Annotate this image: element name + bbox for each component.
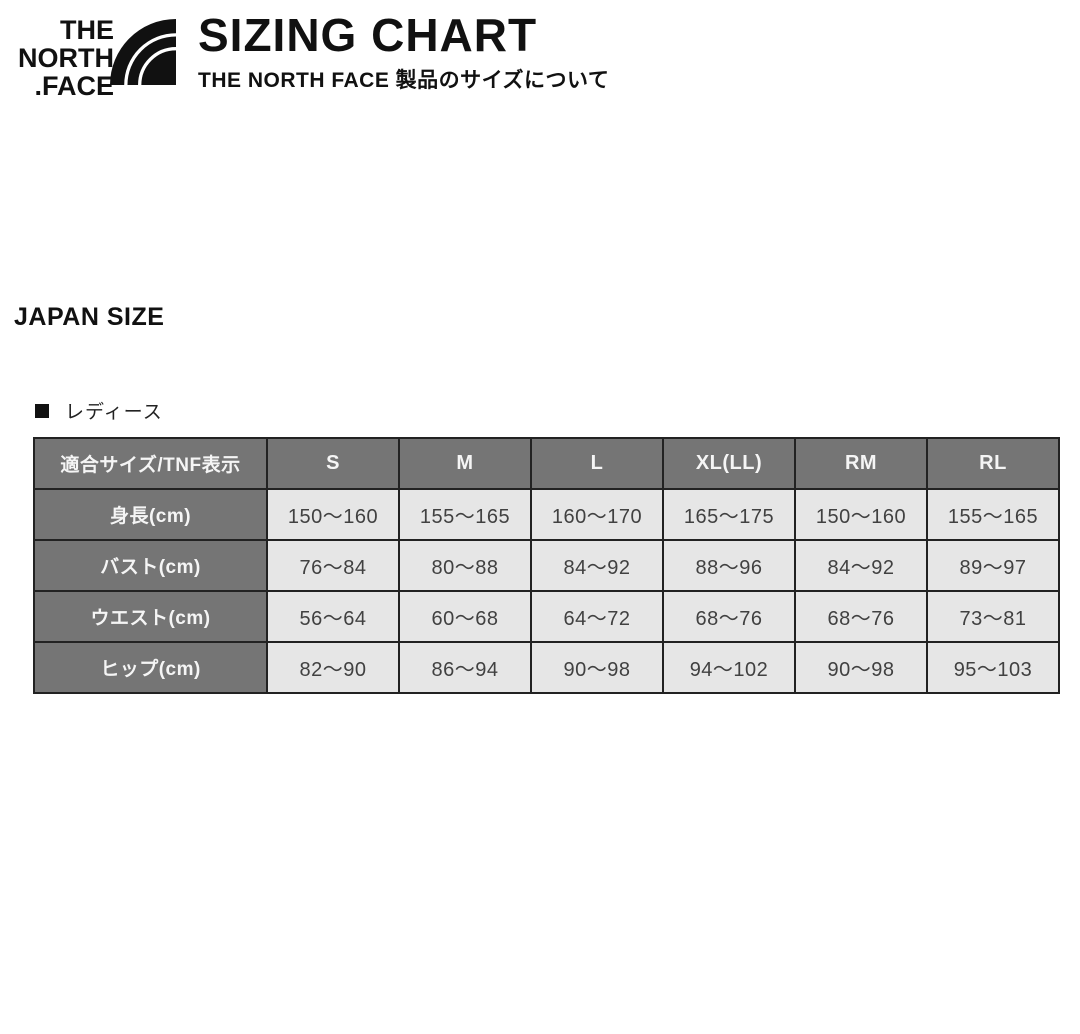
- cell-waist-m: 60〜68: [398, 590, 532, 643]
- title-block: SIZING CHART THE NORTH FACE 製品のサイズについて: [198, 8, 609, 94]
- row-label-height: 身長(cm): [33, 488, 268, 541]
- cell-height-rl: 155〜165: [926, 488, 1060, 541]
- cell-hip-l: 90〜98: [530, 641, 664, 694]
- cell-hip-xl: 94〜102: [662, 641, 796, 694]
- half-dome-icon: [110, 19, 176, 86]
- column-header-xl: XL(LL): [662, 437, 796, 490]
- page-subtitle: THE NORTH FACE 製品のサイズについて: [198, 69, 610, 92]
- cell-waist-xl: 68〜76: [662, 590, 796, 643]
- cell-height-rm: 150〜160: [794, 488, 928, 541]
- cell-waist-rm: 68〜76: [794, 590, 928, 643]
- brand-header: THE NORTH .FACE SIZING CHART THE NORTH F…: [18, 8, 609, 100]
- column-header-rm: RM: [794, 437, 928, 490]
- logo-line-the: THE: [60, 15, 114, 45]
- north-face-logo-text: THE NORTH .FACE: [18, 8, 114, 100]
- category-label: レディース: [65, 402, 163, 423]
- row-label-bust: バスト(cm): [33, 539, 268, 592]
- table-row-waist: ウエスト(cm) 56〜64 60〜68 64〜72 68〜76 68〜76 7…: [33, 590, 1060, 643]
- cell-bust-s: 76〜84: [266, 539, 400, 592]
- cell-hip-m: 86〜94: [398, 641, 532, 694]
- cell-bust-xl: 88〜96: [662, 539, 796, 592]
- cell-waist-l: 64〜72: [530, 590, 664, 643]
- cell-hip-rm: 90〜98: [794, 641, 928, 694]
- cell-bust-l: 84〜92: [530, 539, 664, 592]
- table-row-hip: ヒップ(cm) 82〜90 86〜94 90〜98 94〜102 90〜98 9…: [33, 641, 1060, 694]
- row-label-hip: ヒップ(cm): [33, 641, 268, 694]
- cell-waist-s: 56〜64: [266, 590, 400, 643]
- table-row-bust: バスト(cm) 76〜84 80〜88 84〜92 88〜96 84〜92 89…: [33, 539, 1060, 592]
- cell-height-l: 160〜170: [530, 488, 664, 541]
- ladies-size-table: 適合サイズ/TNF表示 S M L XL(LL) RM RL 身長(cm) 15…: [33, 437, 1060, 694]
- column-header-rl: RL: [926, 437, 1060, 490]
- cell-bust-rm: 84〜92: [794, 539, 928, 592]
- cell-hip-rl: 95〜103: [926, 641, 1060, 694]
- cell-height-m: 155〜165: [398, 488, 532, 541]
- cell-hip-s: 82〜90: [266, 641, 400, 694]
- japan-size-heading: JAPAN SIZE: [14, 303, 165, 331]
- cell-waist-rl: 73〜81: [926, 590, 1060, 643]
- column-header-l: L: [530, 437, 664, 490]
- cell-bust-rl: 89〜97: [926, 539, 1060, 592]
- row-label-waist: ウエスト(cm): [33, 590, 268, 643]
- corner-header-cell: 適合サイズ/TNF表示: [33, 437, 268, 490]
- table-row-height: 身長(cm) 150〜160 155〜165 160〜170 165〜175 1…: [33, 488, 1060, 541]
- cell-height-xl: 165〜175: [662, 488, 796, 541]
- cell-height-s: 150〜160: [266, 488, 400, 541]
- table-header-row: 適合サイズ/TNF表示 S M L XL(LL) RM RL: [33, 437, 1060, 490]
- logo-line-face: .FACE: [34, 71, 114, 101]
- cell-bust-m: 80〜88: [398, 539, 532, 592]
- north-face-logo: THE NORTH .FACE: [18, 8, 176, 100]
- category-row: レディース: [35, 397, 163, 424]
- column-header-m: M: [398, 437, 532, 490]
- logo-line-north: NORTH: [18, 43, 114, 73]
- page-title: SIZING CHART: [198, 9, 538, 61]
- column-header-s: S: [266, 437, 400, 490]
- bullet-square-icon: [35, 403, 49, 418]
